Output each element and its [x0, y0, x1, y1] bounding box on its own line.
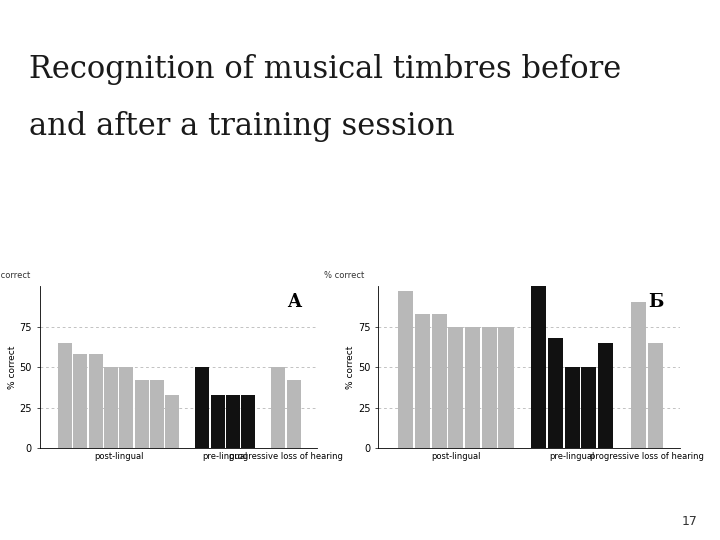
Bar [287, 380, 300, 448]
Bar [564, 367, 580, 448]
Bar [482, 327, 497, 448]
Bar [226, 395, 240, 448]
Bar [498, 327, 513, 448]
Y-axis label: % correct: % correct [346, 346, 355, 389]
Bar [89, 354, 103, 448]
Bar [165, 395, 179, 448]
Bar [431, 314, 447, 448]
Text: % correct: % correct [323, 271, 364, 280]
Bar [241, 395, 255, 448]
Text: Б: Б [649, 293, 664, 310]
Y-axis label: % correct: % correct [8, 346, 17, 389]
Bar [647, 343, 662, 448]
Bar [631, 302, 646, 448]
Bar [135, 380, 148, 448]
Bar [195, 367, 210, 448]
Bar [120, 367, 133, 448]
Text: Recognition of musical timbres before: Recognition of musical timbres before [29, 54, 621, 85]
Bar [449, 327, 464, 448]
Bar [58, 343, 72, 448]
Bar [581, 367, 596, 448]
Bar [415, 314, 430, 448]
Bar [398, 291, 413, 448]
Bar [104, 367, 118, 448]
Text: and after a training session: and after a training session [29, 111, 454, 141]
Bar [598, 343, 613, 448]
Bar [548, 338, 563, 448]
Bar [150, 380, 164, 448]
Text: A: A [287, 293, 302, 310]
Bar [531, 286, 546, 448]
Text: % correct: % correct [0, 271, 30, 280]
Bar [73, 354, 87, 448]
Bar [271, 367, 285, 448]
Bar [465, 327, 480, 448]
Text: 17: 17 [682, 515, 698, 528]
Bar [211, 395, 225, 448]
